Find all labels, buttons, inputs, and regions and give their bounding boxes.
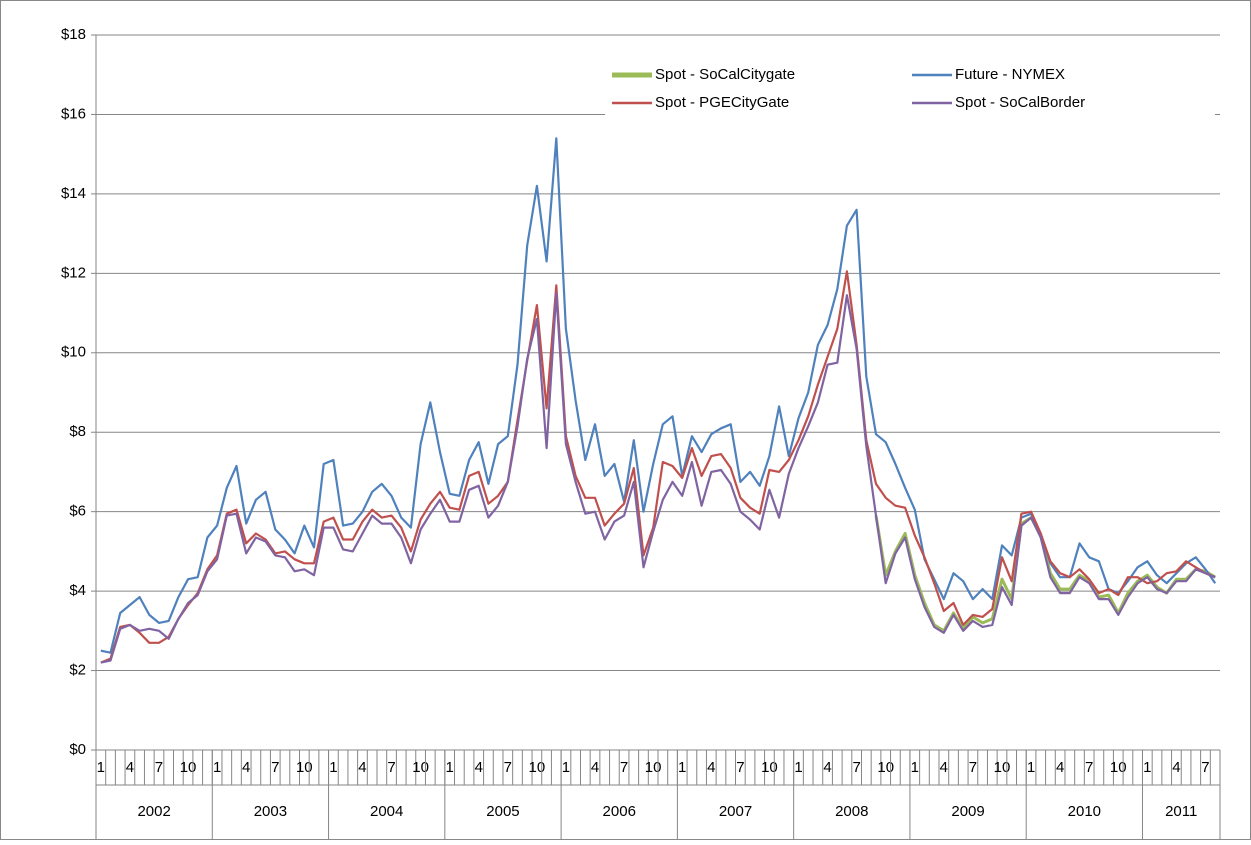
x-group-label: 2008 <box>835 803 868 820</box>
y-tick-label: $0 <box>69 741 86 758</box>
x-tick-label: 7 <box>852 759 860 776</box>
x-tick-label: 4 <box>358 759 366 776</box>
series-line <box>100 270 1216 664</box>
x-group-label: 2005 <box>486 803 519 820</box>
x-group-label: 2011 <box>1165 803 1197 820</box>
x-group-label: 2010 <box>1068 803 1101 820</box>
x-tick-label: 10 <box>296 759 313 776</box>
x-tick-label: 4 <box>940 759 948 776</box>
x-group-label: 2006 <box>603 803 636 820</box>
x-tick-label: 7 <box>736 759 744 776</box>
y-tick-label: $8 <box>69 423 86 440</box>
x-group-label: 2004 <box>370 803 403 820</box>
x-tick-label: 1 <box>446 759 454 776</box>
x-group-label: 2007 <box>719 803 752 820</box>
x-tick-label: 7 <box>155 759 163 776</box>
legend-label: Spot - SoCalBorder <box>955 94 1085 111</box>
x-tick-label: 7 <box>504 759 512 776</box>
y-tick-label: $6 <box>69 503 86 520</box>
x-group-label: 2009 <box>951 803 984 820</box>
x-group-label: 2003 <box>254 803 287 820</box>
x-tick-label: 10 <box>180 759 197 776</box>
y-tick-label: $4 <box>69 582 86 599</box>
x-tick-label: 1 <box>911 759 919 776</box>
x-tick-label: 4 <box>591 759 599 776</box>
x-tick-label: 1 <box>97 759 105 776</box>
legend-label: Future - NYMEX <box>955 66 1065 83</box>
x-tick-label: 4 <box>707 759 715 776</box>
legend-box <box>605 58 1215 118</box>
y-tick-label: $12 <box>61 264 86 281</box>
x-tick-label: 1 <box>1143 759 1151 776</box>
y-tick-label: $16 <box>61 105 86 122</box>
x-tick-label: 4 <box>1172 759 1180 776</box>
x-tick-label: 1 <box>213 759 221 776</box>
x-tick-label: 7 <box>1201 759 1209 776</box>
x-tick-label: 1 <box>1027 759 1035 776</box>
x-tick-label: 10 <box>645 759 662 776</box>
x-tick-label: 7 <box>620 759 628 776</box>
y-tick-label: $18 <box>61 26 86 43</box>
x-tick-label: 7 <box>1085 759 1093 776</box>
x-tick-label: 1 <box>794 759 802 776</box>
x-tick-label: 7 <box>387 759 395 776</box>
x-tick-label: 1 <box>562 759 570 776</box>
x-tick-label: 10 <box>877 759 894 776</box>
legend-label: Spot - PGECityGate <box>655 94 789 111</box>
x-tick-label: 4 <box>823 759 831 776</box>
x-tick-label: 4 <box>242 759 250 776</box>
x-tick-label: 4 <box>126 759 134 776</box>
y-tick-label: $2 <box>69 662 86 679</box>
y-tick-label: $10 <box>61 344 86 361</box>
x-tick-label: 1 <box>329 759 337 776</box>
x-tick-label: 1 <box>678 759 686 776</box>
x-tick-label: 10 <box>761 759 778 776</box>
x-tick-label: 7 <box>969 759 977 776</box>
series-line <box>100 292 1216 664</box>
legend-label: Spot - SoCalCitygate <box>655 66 795 83</box>
y-tick-label: $14 <box>61 185 86 202</box>
x-tick-label: 10 <box>994 759 1011 776</box>
x-tick-label: 4 <box>475 759 483 776</box>
x-tick-label: 7 <box>271 759 279 776</box>
x-group-label: 2002 <box>137 803 170 820</box>
series-line <box>100 137 1217 654</box>
x-tick-label: 10 <box>1110 759 1127 776</box>
x-tick-label: 10 <box>412 759 429 776</box>
x-tick-label: 4 <box>1056 759 1064 776</box>
x-tick-label: 10 <box>529 759 546 776</box>
